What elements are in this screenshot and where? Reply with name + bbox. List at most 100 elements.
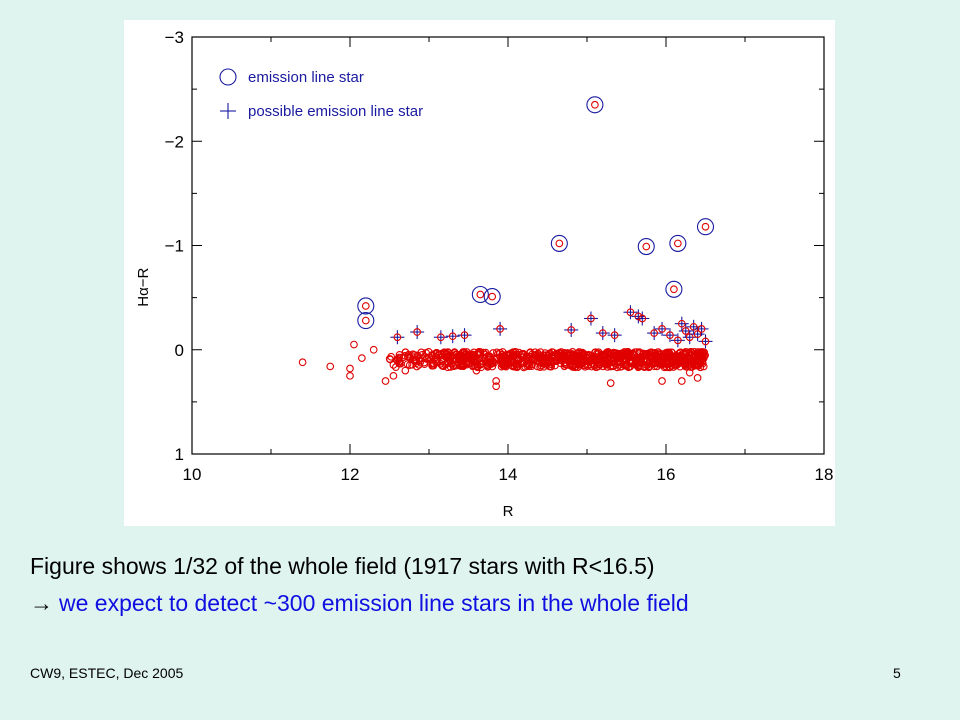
star-point	[606, 351, 615, 360]
star-point	[298, 358, 307, 367]
possible-emission-point	[682, 330, 697, 345]
x-tick-label: 14	[499, 465, 518, 484]
possible-emission-point	[583, 311, 598, 326]
star-point	[644, 350, 653, 358]
star-point	[645, 363, 653, 372]
star-point	[689, 322, 698, 331]
star-point	[393, 333, 402, 342]
star-point	[393, 355, 401, 364]
star-point	[462, 351, 470, 359]
star-point	[522, 356, 530, 364]
possible-emission-point	[390, 330, 405, 345]
star-point	[496, 357, 505, 366]
star-point	[693, 330, 702, 338]
plot-frame	[191, 36, 825, 455]
star-point	[413, 351, 422, 360]
star-point	[670, 285, 678, 294]
star-point	[472, 357, 481, 366]
star-point	[540, 353, 548, 362]
caption-line-2-text: we expect to detect ~300 emission line s…	[59, 590, 689, 616]
possible-emission-point	[564, 322, 579, 337]
legend-circle-icon	[219, 68, 237, 86]
star-point	[681, 327, 690, 335]
caption-line-2: → we expect to detect ~300 emission line …	[30, 590, 689, 617]
star-point	[460, 331, 469, 340]
star-point	[640, 363, 649, 371]
star-point	[418, 350, 426, 359]
star-point	[369, 345, 378, 354]
star-point	[673, 336, 682, 345]
star-point	[642, 242, 651, 251]
x-tick-label: 12	[341, 465, 360, 484]
emission-circle	[669, 234, 687, 252]
x-axis-label: R	[503, 503, 514, 520]
star-point	[326, 362, 335, 371]
star-point	[496, 325, 504, 333]
star-point	[699, 362, 708, 371]
star-point	[510, 352, 519, 360]
x-tick-label: 16	[657, 465, 676, 484]
possible-emission-point	[607, 328, 622, 343]
star-point	[476, 348, 485, 357]
possible-emission-point	[433, 330, 448, 345]
star-point	[443, 350, 452, 359]
page-number: 5	[893, 665, 901, 681]
x-tick-label: 10	[183, 465, 202, 484]
plot-panel: 10 12 14 16 18 1 0 −1 −2 −3 R Hα−R emission line sta…	[124, 20, 835, 526]
star-point	[446, 363, 455, 371]
emission-point	[357, 312, 375, 330]
possible-emission-point	[655, 321, 670, 336]
star-point	[646, 352, 655, 361]
star-point	[492, 382, 501, 391]
footer-left: CW9, ESTEC, Dec 2005	[30, 665, 184, 681]
star-point	[522, 352, 531, 360]
star-point	[488, 292, 497, 301]
star-point	[350, 340, 358, 349]
star-point	[594, 349, 603, 358]
x-tick-label: 18	[815, 465, 834, 484]
star-point	[613, 363, 621, 372]
star-point	[567, 350, 576, 359]
star-point	[685, 368, 694, 377]
star-point	[626, 308, 635, 317]
star-point	[361, 302, 370, 310]
star-point	[437, 333, 445, 342]
star-point	[546, 358, 554, 367]
star-point	[658, 325, 666, 333]
star-point	[634, 312, 643, 321]
star-point	[624, 363, 633, 372]
star-point	[658, 377, 666, 385]
star-point	[598, 329, 607, 337]
possible-emission-point	[595, 326, 610, 341]
legend-label: possible emission line star	[248, 103, 423, 120]
star-point	[472, 366, 481, 375]
star-point	[459, 362, 468, 371]
star-point	[685, 348, 694, 357]
possible-emission-point	[674, 316, 689, 331]
star-point	[470, 352, 479, 361]
star-point	[579, 351, 588, 360]
emission-point	[696, 218, 715, 236]
star-point	[424, 348, 433, 356]
star-point	[555, 239, 564, 248]
star-point	[673, 360, 682, 369]
possible-emission-point	[410, 325, 425, 340]
star-point	[677, 377, 686, 385]
star-point	[389, 371, 398, 380]
star-point	[420, 358, 429, 367]
star-point	[668, 358, 676, 367]
star-point	[693, 374, 702, 382]
emission-point	[586, 96, 604, 114]
star-point	[619, 349, 627, 358]
star-point	[623, 348, 632, 357]
y-tick-label: −2	[165, 132, 184, 151]
possible-emission-point	[670, 333, 685, 348]
possible-emission-point	[694, 321, 709, 336]
y-tick-label: −1	[165, 237, 184, 256]
possible-emission-point	[623, 305, 638, 320]
emission-circle	[696, 218, 715, 236]
star-point	[401, 366, 410, 375]
star-point	[697, 325, 706, 333]
star-point	[346, 371, 354, 380]
y-tick-label: 0	[175, 341, 184, 360]
